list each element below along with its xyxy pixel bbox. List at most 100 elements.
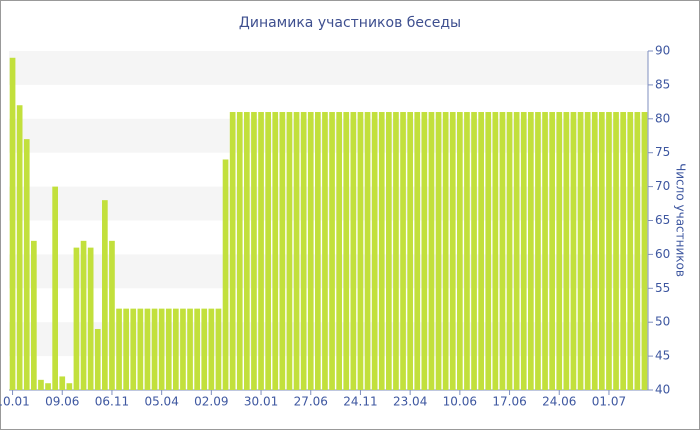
x-tick-label: 01.07 <box>592 395 626 409</box>
bar <box>251 112 257 391</box>
bar <box>130 308 137 390</box>
bar <box>187 308 193 390</box>
bar <box>329 112 335 391</box>
y-tick-label: 55 <box>655 281 670 295</box>
bar <box>364 112 371 391</box>
bar <box>584 112 591 391</box>
bar <box>386 112 392 391</box>
x-tick-label: 02.09 <box>194 395 228 409</box>
bar <box>606 112 612 391</box>
bar <box>45 383 51 390</box>
bar <box>194 308 200 390</box>
bar <box>449 112 456 391</box>
bar <box>38 379 44 390</box>
y-tick-label: 80 <box>655 111 670 125</box>
bar <box>286 112 293 391</box>
y-tick-label: 40 <box>655 383 670 397</box>
x-tick-label: 24.06 <box>542 395 576 409</box>
bar <box>520 112 527 391</box>
bar <box>478 112 484 391</box>
bar <box>378 112 385 391</box>
bar <box>307 112 314 391</box>
x-tick-label: 05.04 <box>144 395 178 409</box>
y-axis-label: Число участников <box>674 163 688 277</box>
bar <box>87 247 94 390</box>
bar <box>499 112 506 391</box>
y-tick-label: 45 <box>655 349 670 363</box>
bar <box>627 112 634 391</box>
bar <box>215 308 222 390</box>
x-tick-label: 30.01 <box>244 395 278 409</box>
bar <box>52 186 58 390</box>
bar <box>343 112 350 391</box>
bar <box>591 112 598 391</box>
bar <box>421 112 428 391</box>
bar <box>165 308 172 390</box>
bar <box>407 112 413 391</box>
grid-band <box>9 51 648 85</box>
bar <box>322 112 328 391</box>
bar <box>123 308 129 390</box>
bar <box>94 328 101 390</box>
x-tick-label: 23.04 <box>393 395 427 409</box>
bar <box>279 112 286 391</box>
bar <box>300 112 307 391</box>
bar <box>23 139 30 390</box>
grid-band <box>9 322 648 357</box>
y-tick-label: 70 <box>655 179 670 193</box>
bar <box>272 112 279 391</box>
y-tick-label: 50 <box>655 315 670 329</box>
bar <box>428 112 435 391</box>
grid-band <box>9 118 648 153</box>
bar <box>109 240 115 390</box>
bar <box>464 112 470 391</box>
bar <box>208 308 215 390</box>
bar <box>116 308 122 390</box>
bar <box>144 308 151 390</box>
chart-title: Динамика участников беседы <box>239 15 461 31</box>
bar <box>613 112 619 391</box>
bar <box>236 112 243 391</box>
bar <box>336 112 342 391</box>
bar <box>577 112 584 391</box>
bar <box>102 200 108 390</box>
bar <box>151 308 158 390</box>
bar <box>173 308 179 390</box>
bar <box>244 112 250 391</box>
x-tick-label: 17.06 <box>492 395 526 409</box>
bar <box>513 112 520 391</box>
bar <box>599 112 605 391</box>
x-tick-label: 24.11 <box>343 395 377 409</box>
bar <box>222 159 229 390</box>
y-tick-label: 65 <box>655 213 670 227</box>
bar <box>293 112 300 391</box>
bar <box>9 57 16 390</box>
bar <box>258 112 264 391</box>
x-tick-label: 10.06 <box>443 395 477 409</box>
bar <box>393 112 399 391</box>
bar <box>66 383 73 390</box>
bar <box>201 308 208 390</box>
bar <box>315 112 321 391</box>
bar <box>59 376 66 390</box>
bar <box>371 112 378 391</box>
bar <box>442 112 449 391</box>
bar <box>80 240 87 390</box>
y-tick-label: 90 <box>655 44 670 58</box>
bar <box>506 112 513 391</box>
bar <box>542 112 548 391</box>
bar <box>492 112 499 391</box>
bar <box>73 247 80 390</box>
bar <box>229 112 236 391</box>
bar <box>549 112 555 391</box>
bar <box>265 112 271 391</box>
bar <box>180 308 186 390</box>
grid-band <box>9 254 648 289</box>
bar <box>158 308 165 390</box>
bar <box>350 112 357 391</box>
bar <box>471 112 477 391</box>
y-tick-label: 75 <box>655 145 670 159</box>
bar <box>634 112 641 391</box>
bar <box>357 112 364 391</box>
